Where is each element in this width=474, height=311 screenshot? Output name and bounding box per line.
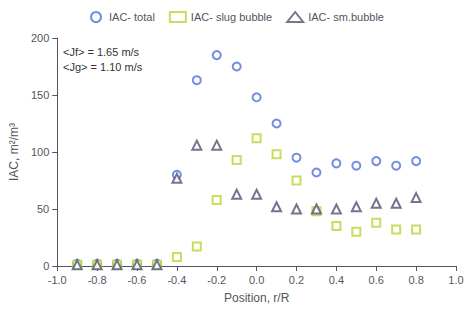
svg-text:100: 100	[31, 146, 49, 158]
svg-text:200: 200	[31, 32, 49, 44]
svg-text:150: 150	[31, 89, 49, 101]
svg-text:Position, r/R: Position, r/R	[224, 291, 290, 305]
svg-text:50: 50	[37, 203, 49, 215]
svg-text:1.0: 1.0	[448, 274, 463, 286]
svg-text:0.6: 0.6	[369, 274, 384, 286]
svg-text:0.4: 0.4	[329, 274, 344, 286]
svg-text:-0.4: -0.4	[167, 274, 186, 286]
svg-text:IAC- slug bubble: IAC- slug bubble	[191, 11, 272, 23]
svg-text:IAC- total: IAC- total	[109, 11, 155, 23]
svg-text:-0.2: -0.2	[207, 274, 226, 286]
svg-text:0: 0	[43, 260, 49, 272]
svg-text:0.0: 0.0	[249, 274, 264, 286]
svg-text:0.8: 0.8	[408, 274, 423, 286]
svg-text:<Jg> = 1.10 m/s: <Jg> = 1.10 m/s	[63, 61, 143, 73]
svg-text:-1.0: -1.0	[48, 274, 67, 286]
svg-text:IAC, m²/m³: IAC, m²/m³	[7, 123, 21, 181]
svg-text:IAC- sm.bubble: IAC- sm.bubble	[308, 11, 384, 23]
svg-text:<Jf> = 1.65 m/s: <Jf> = 1.65 m/s	[63, 46, 140, 58]
svg-text:-0.8: -0.8	[88, 274, 107, 286]
svg-text:-0.6: -0.6	[128, 274, 147, 286]
svg-text:0.2: 0.2	[289, 274, 304, 286]
